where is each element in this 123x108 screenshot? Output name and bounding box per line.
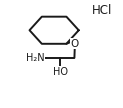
Text: O: O: [70, 39, 79, 49]
Text: HO: HO: [53, 67, 68, 77]
Text: H₂N: H₂N: [26, 53, 45, 63]
Text: HCl: HCl: [92, 4, 112, 17]
